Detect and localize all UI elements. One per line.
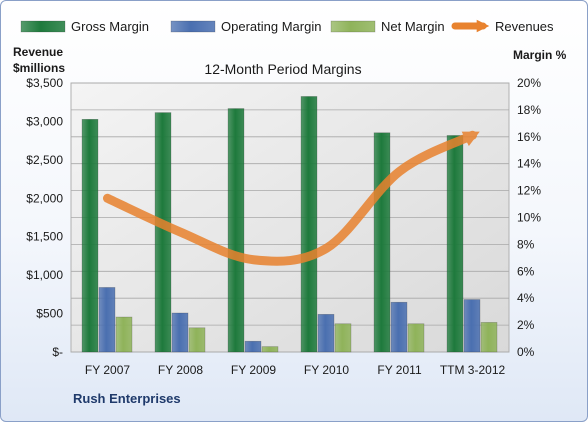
gross-margin-bar-fy-2007 <box>81 119 99 353</box>
net-margin-bar-ttm-3-2012 <box>480 322 498 353</box>
gross-margin-bar-fy-2010 <box>300 96 318 353</box>
right-tick-label: 14% <box>517 157 541 171</box>
operating-margin-bar-fy-2011 <box>390 301 408 353</box>
net-margin-bar-fy-2008 <box>188 327 206 353</box>
gross-margin-legend-swatch <box>20 20 66 33</box>
x-tick-label-fy-2009: FY 2009 <box>231 363 276 377</box>
left-tick-label: $500 <box>36 307 63 321</box>
operating-margin-bar-fy-2010 <box>317 314 335 353</box>
operating-margin-legend-label: Operating Margin <box>221 19 321 34</box>
gross-margin-bar-fy-2011 <box>373 132 391 353</box>
left-tick-label: $1,000 <box>26 268 63 282</box>
right-tick-label: 4% <box>517 291 535 305</box>
revenues-line <box>103 130 480 266</box>
grid <box>71 82 509 353</box>
operating-margin-bar-fy-2007 <box>98 287 116 353</box>
right-tick-label: 18% <box>517 103 541 117</box>
x-tick-label-fy-2011: FY 2011 <box>377 363 422 377</box>
net-margin-legend-label: Net Margin <box>381 19 445 34</box>
company-name: Rush Enterprises <box>73 391 181 406</box>
revenues-legend-label: Revenues <box>495 19 554 34</box>
left-tick-label: $2,000 <box>26 191 63 205</box>
net-margin-bar-fy-2010 <box>334 323 352 353</box>
left-tick-label: $1,500 <box>26 230 63 244</box>
operating-margin-legend-swatch <box>170 20 216 33</box>
net-margin-legend-swatch <box>330 20 376 33</box>
x-tick-label-fy-2007: FY 2007 <box>85 363 130 377</box>
right-tick-label: 12% <box>517 184 541 198</box>
x-tick-label-fy-2008: FY 2008 <box>158 363 203 377</box>
net-margin-bar-fy-2007 <box>115 316 133 353</box>
gross-margin-bar-fy-2009 <box>227 108 245 353</box>
operating-margin-bar-ttm-3-2012 <box>463 299 481 353</box>
left-axis-title-line1: Revenue <box>13 45 63 59</box>
operating-margin-bar-fy-2008 <box>171 312 189 353</box>
operating-margin-bar-fy-2009 <box>244 340 262 353</box>
right-tick-label: 10% <box>517 211 541 225</box>
net-margin-bar-fy-2011 <box>407 323 425 353</box>
legend: Gross Margin Operating Margin Net Margin Re… <box>20 19 554 34</box>
gross-margin-legend-label: Gross Margin <box>71 19 149 34</box>
revenue-line <box>103 130 480 266</box>
net-margin-bar-fy-2009 <box>261 346 279 353</box>
right-tick-label: 0% <box>517 345 535 359</box>
chart-title: 12-Month Period Margins <box>204 61 361 77</box>
x-tick-label-ttm-3-2012: TTM 3-2012 <box>440 363 506 377</box>
x-tick-label-fy-2010: FY 2010 <box>304 363 349 377</box>
right-tick-label: 2% <box>517 318 535 332</box>
x-axis-ticks: FY 2007 FY 2008 FY 2009 FY 2010 FY 2011 TTM 3… <box>85 363 506 377</box>
left-axis-ticks: $- $500 $1,000 $1,500 $2,000 $2,500 $3,000 $3,5… <box>26 76 63 359</box>
right-tick-label: 6% <box>517 264 535 278</box>
left-tick-label: $- <box>52 345 63 359</box>
gross-margin-bar-fy-2008 <box>154 112 172 353</box>
right-tick-label: 16% <box>517 130 541 144</box>
right-tick-label: 8% <box>517 237 535 251</box>
right-axis-title: Margin % <box>513 48 567 62</box>
gross-margin-bar-ttm-3-2012 <box>446 135 464 353</box>
left-tick-label: $3,000 <box>26 114 63 128</box>
right-tick-label: 20% <box>517 76 541 90</box>
left-axis-title-line2: $millions <box>13 61 65 75</box>
left-tick-label: $3,500 <box>26 76 63 90</box>
right-axis-ticks: 0% 2% 4% 6% 8% 10% 12% 14% 16% 18% 20% <box>517 76 541 359</box>
left-tick-label: $2,500 <box>26 153 63 167</box>
